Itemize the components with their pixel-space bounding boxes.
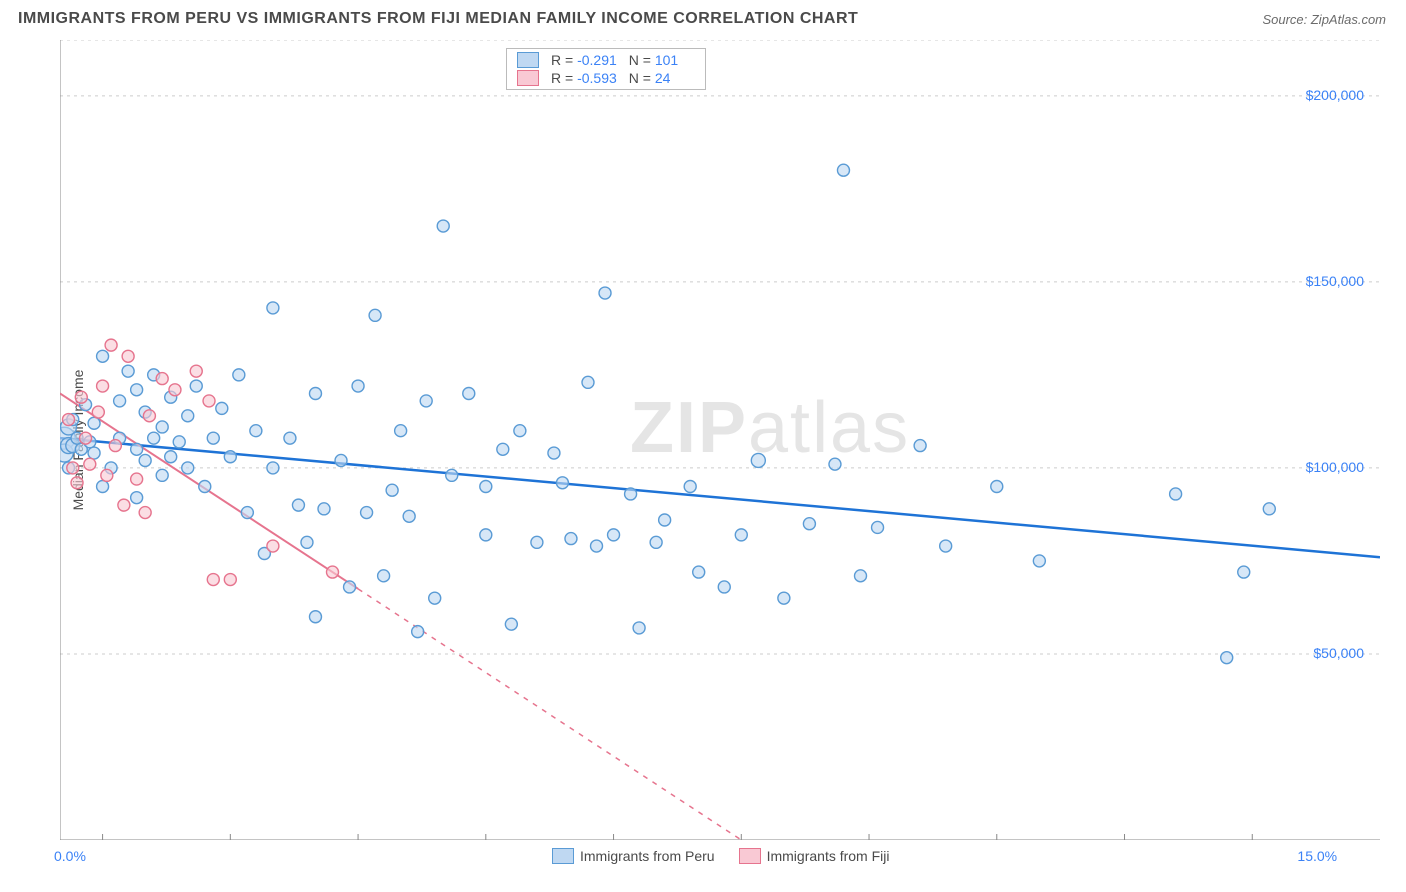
legend-label-fiji: Immigrants from Fiji <box>767 848 890 864</box>
series-legend: Immigrants from Peru Immigrants from Fiji <box>552 848 890 864</box>
y-tick-label: $150,000 <box>1306 273 1364 289</box>
stats-swatch-peru <box>517 52 539 68</box>
stats-swatch-fiji <box>517 70 539 86</box>
y-tick-label: $50,000 <box>1313 645 1364 661</box>
legend-item-peru: Immigrants from Peru <box>552 848 715 864</box>
header: IMMIGRANTS FROM PERU VS IMMIGRANTS FROM … <box>0 0 1406 33</box>
y-tick-label: $100,000 <box>1306 459 1364 475</box>
legend-item-fiji: Immigrants from Fiji <box>739 848 890 864</box>
x-tick-label: 15.0% <box>1297 848 1337 864</box>
legend-label-peru: Immigrants from Peru <box>580 848 715 864</box>
x-tick-label: 0.0% <box>54 848 86 864</box>
legend-swatch-peru <box>552 848 574 864</box>
correlation-stats-box: R = -0.291 N = 101 R = -0.593 N = 24 <box>506 48 706 90</box>
stats-r-fiji: R = -0.593 <box>551 70 617 86</box>
chart-title: IMMIGRANTS FROM PERU VS IMMIGRANTS FROM … <box>18 10 858 28</box>
y-tick-label: $200,000 <box>1306 87 1364 103</box>
legend-swatch-fiji <box>739 848 761 864</box>
stats-n-peru: N = 101 <box>629 52 695 68</box>
stats-n-fiji: N = 24 <box>629 70 695 86</box>
chart-area: Median Family Income ZIPatlas R = -0.291… <box>60 40 1380 840</box>
source-attribution: Source: ZipAtlas.com <box>1262 12 1386 27</box>
stats-r-peru: R = -0.291 <box>551 52 617 68</box>
scatter-plot <box>60 40 1380 840</box>
